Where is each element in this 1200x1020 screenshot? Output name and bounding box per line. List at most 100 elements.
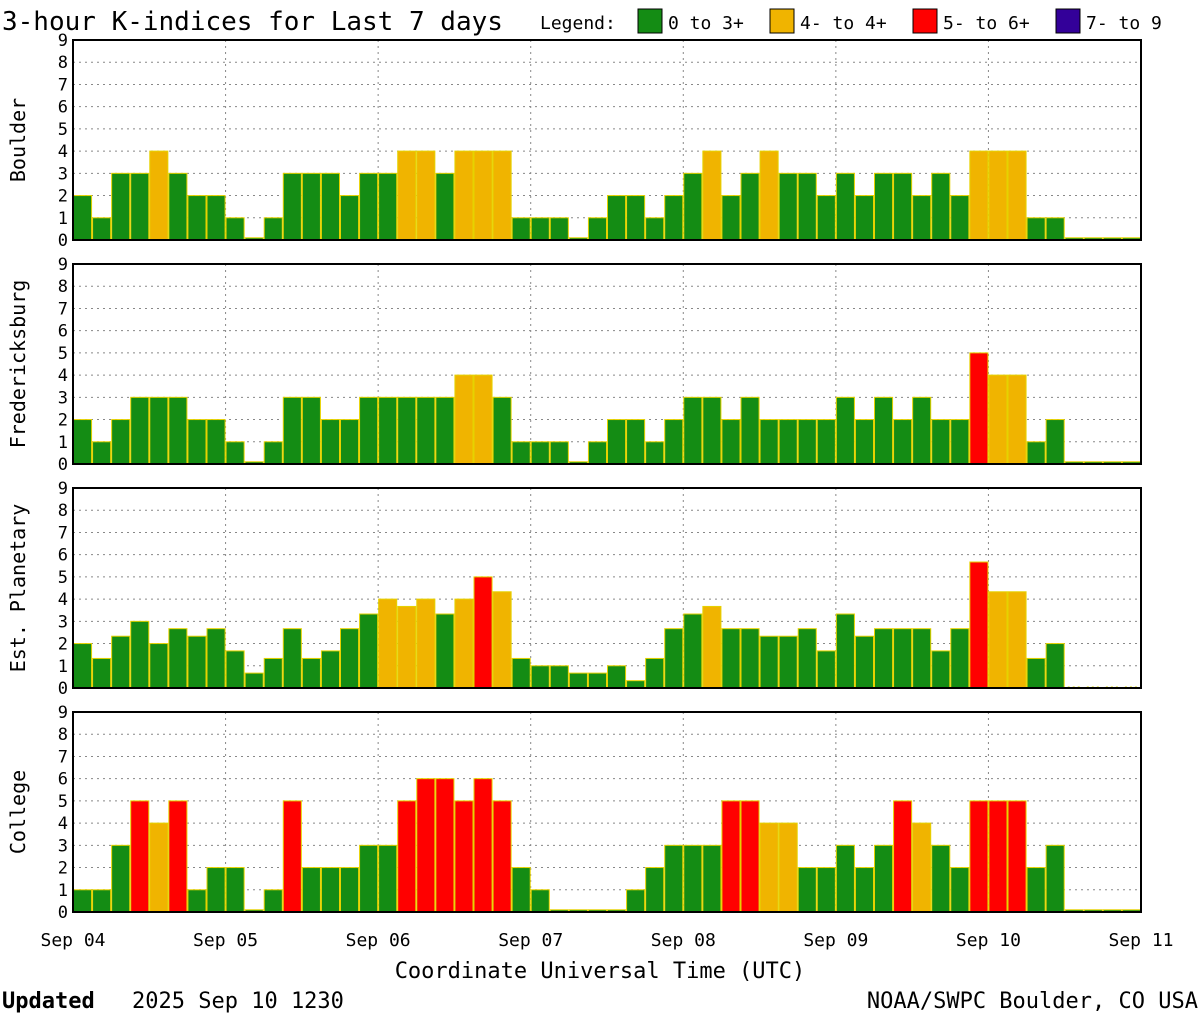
bar [816,867,836,913]
bar [797,628,817,689]
x-tick-label: Sep 08 [651,930,716,951]
bar [549,217,569,241]
bar [1045,217,1065,241]
y-tick-label: 5 [58,344,68,364]
bar [988,591,1008,689]
bar [263,441,283,465]
bar [835,844,855,913]
x-axis-label: Coordinate Universal Time (UTC) [395,959,806,984]
y-tick-label: 4 [58,590,68,610]
bar [969,352,989,465]
bar [626,680,646,689]
legend-label: Legend: [540,13,616,34]
bar [816,195,836,241]
y-tick-label: 6 [58,322,68,342]
bar [530,665,550,689]
bar [73,195,93,241]
y-tick-label: 3 [58,612,68,632]
bar [320,650,340,689]
bar [759,822,779,913]
bar [530,217,550,241]
bar [759,419,779,465]
y-tick-label: 3 [58,836,68,856]
y-tick-label: 1 [58,209,68,229]
bar [683,172,703,241]
bar [92,657,112,689]
bar [511,217,531,241]
bar [378,844,398,913]
bar [225,441,245,465]
panel-frame [72,39,1142,241]
legend-swatch [1055,8,1081,34]
bar [111,635,131,689]
bar [530,441,550,465]
bar [626,889,646,913]
bar [931,650,951,689]
bar [187,419,207,465]
updated-label: Updated [2,989,95,1014]
bar [740,800,760,913]
bar [721,419,741,465]
legend: 0 to 3+ 4- to 4+ 5- to 6+ 7- to 9 [637,8,1162,34]
bar [511,657,531,689]
bar [1026,657,1046,689]
bar [912,822,932,913]
x-tick-label: Sep 07 [498,930,563,951]
bar [397,605,417,689]
bar [130,396,150,465]
bar [816,419,836,465]
y-tick-label: 8 [58,725,68,745]
bar [149,150,169,241]
bar [111,844,131,913]
bar [492,396,512,465]
bar [1045,643,1065,689]
bar [168,800,188,913]
bar [969,150,989,241]
y-tick-label: 2 [58,635,68,655]
bar [797,867,817,913]
bar [340,628,360,689]
x-tick-label: Sep 04 [40,930,105,951]
legend-entry-label: 7- to 9 [1086,13,1162,34]
bar [187,635,207,689]
bar [359,613,379,689]
bar [206,628,226,689]
y-tick-label: 9 [58,703,68,723]
bar [778,419,798,465]
bar [607,419,627,465]
bar [912,195,932,241]
y-tick-label: 9 [58,479,68,499]
y-tick-label: 9 [58,255,68,275]
y-tick-label: 4 [58,366,68,386]
bar [320,867,340,913]
bar [587,217,608,241]
y-tick-label: 0 [58,903,68,923]
legend-entry-label: 5- to 6+ [943,13,1030,34]
bar [931,172,951,241]
bar [492,800,512,913]
panel-station-label: Boulder [6,98,30,182]
bar [645,867,665,913]
bar [645,657,665,689]
bar [92,441,112,465]
legend-entry-label: 0 to 3+ [668,13,744,34]
updated-value: 2025 Sep 10 1230 [132,989,344,1014]
bar [721,800,741,913]
y-tick-label: 0 [58,231,68,251]
bar [664,628,684,689]
bar [969,800,989,913]
bar [301,172,321,241]
bar [854,635,875,689]
source-credit: NOAA/SWPC Boulder, CO USA [867,989,1198,1014]
y-tick-label: 8 [58,277,68,297]
bar [263,217,283,241]
bar [950,867,970,913]
bar [778,822,798,913]
bar [702,396,722,465]
bar [950,195,970,241]
bar [168,628,188,689]
bar [359,844,379,913]
